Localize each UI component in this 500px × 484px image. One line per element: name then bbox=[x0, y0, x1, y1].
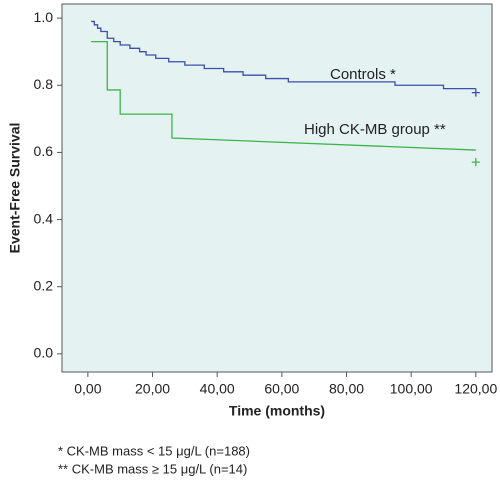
survival-line bbox=[91, 20, 476, 90]
censor-mark bbox=[471, 88, 480, 97]
plot-area bbox=[61, 3, 493, 373]
y-axis-title: Event-Free Survival bbox=[7, 123, 23, 254]
y-tick-label: 0.6 bbox=[34, 143, 54, 159]
x-tick-label: 100,00 bbox=[390, 381, 433, 397]
x-axis-title: Time (months) bbox=[229, 403, 325, 419]
x-tick-label: 60,00 bbox=[264, 381, 299, 397]
y-tick-label: 1.0 bbox=[34, 9, 54, 25]
series-label: High CK-MB group ** bbox=[304, 121, 446, 138]
x-tick-label: 120,00 bbox=[454, 381, 497, 397]
x-tick-label: 20,00 bbox=[135, 381, 170, 397]
survival-line bbox=[91, 40, 476, 151]
x-tick-label: 0,00 bbox=[74, 381, 101, 397]
x-tick-label: 80,00 bbox=[329, 381, 364, 397]
x-tick-label: 40,00 bbox=[200, 381, 235, 397]
footnote: * CK-MB mass < 15 μg/L (n=188) bbox=[58, 443, 250, 458]
series-label: Controls * bbox=[330, 66, 396, 83]
y-tick-label: 0.8 bbox=[34, 76, 54, 92]
censor-mark bbox=[471, 158, 480, 167]
y-tick-label: 0.0 bbox=[34, 345, 54, 361]
y-tick-label: 0.4 bbox=[34, 210, 54, 226]
footnote: ** CK-MB mass ≥ 15 μg/L (n=14) bbox=[58, 461, 247, 476]
y-tick-label: 0.2 bbox=[34, 277, 54, 293]
